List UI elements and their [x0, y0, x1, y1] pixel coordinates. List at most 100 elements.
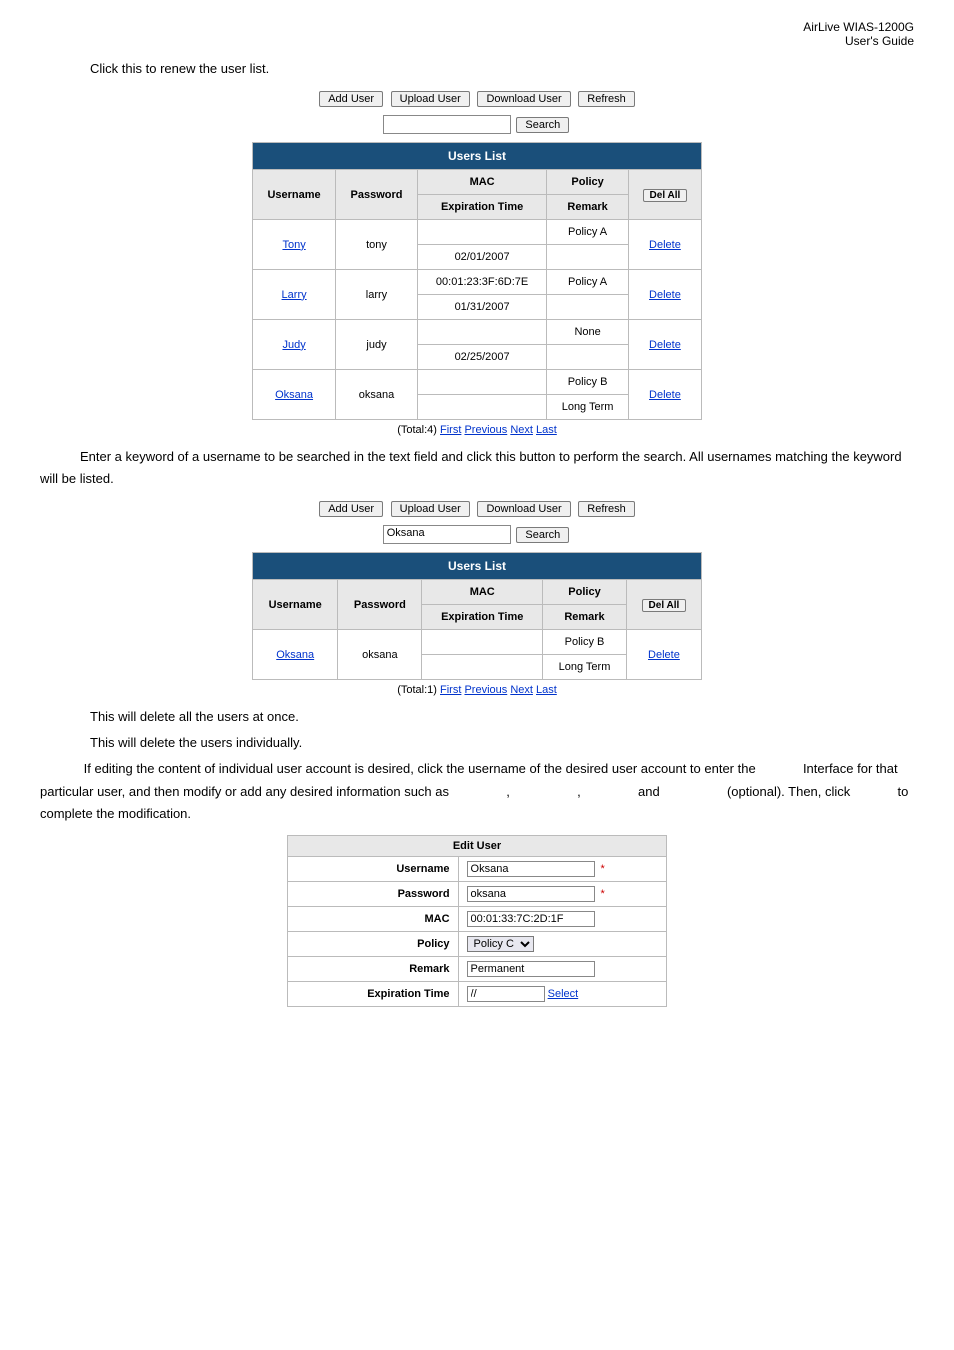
col-password: Password — [338, 580, 422, 630]
expiration-cell — [422, 655, 543, 680]
add-user-button[interactable]: Add User — [319, 501, 383, 517]
expiration-cell: 02/01/2007 — [417, 245, 547, 270]
page-header: AirLive WIAS-1200G User's Guide — [40, 20, 914, 48]
upload-user-button[interactable]: Upload User — [391, 501, 470, 517]
mac-cell — [417, 320, 547, 345]
remark-cell — [547, 345, 628, 370]
edit-cell-username: * — [458, 856, 666, 881]
col-password: Password — [336, 170, 418, 220]
button-row-2: Add User Upload User Download User Refre… — [40, 500, 914, 517]
mac-cell — [417, 370, 547, 395]
delete-link[interactable]: Delete — [649, 389, 681, 401]
product-name: AirLive WIAS-1200G — [803, 20, 914, 34]
edit-input-password[interactable] — [467, 886, 595, 902]
mac-cell: 00:01:23:3F:6D:7E — [417, 270, 547, 295]
password-cell: larry — [336, 270, 418, 320]
col-mac: MAC — [422, 580, 543, 605]
policy-cell: None — [547, 320, 628, 345]
edit-label-expiration: Expiration Time — [288, 981, 459, 1006]
pager-previous[interactable]: Previous — [464, 424, 507, 436]
col-delall: Del All — [628, 170, 701, 220]
policy-cell: Policy B — [547, 370, 628, 395]
edit-text-6: (optional). Then, click — [727, 784, 850, 799]
edit-paragraph: If editing the content of individual use… — [40, 758, 914, 824]
edit-user-title: Edit User — [288, 835, 667, 856]
edit-user-table: Edit User Username * Password * MAC Poli… — [287, 835, 667, 1007]
edit-text-5: and — [638, 784, 660, 799]
search-paragraph: Enter a keyword of a username to be sear… — [40, 446, 914, 490]
user-link-oksana[interactable]: Oksana — [275, 389, 313, 401]
refresh-button[interactable]: Refresh — [578, 91, 635, 107]
users-list-1: Add User Upload User Download User Refre… — [40, 90, 914, 436]
edit-label-remark: Remark — [288, 956, 459, 981]
expiration-cell: 01/31/2007 — [417, 295, 547, 320]
renew-text: Click this to renew the user list. — [90, 58, 914, 80]
users-table-1: Users List Username Password MAC Policy … — [252, 142, 702, 420]
expiration-cell: 02/25/2007 — [417, 345, 547, 370]
add-user-button[interactable]: Add User — [319, 91, 383, 107]
product-subtitle: User's Guide — [845, 34, 914, 48]
required-star: * — [601, 863, 605, 875]
users-list-header: Users List — [253, 553, 702, 580]
edit-label-mac: MAC — [288, 906, 459, 931]
delete-link[interactable]: Delete — [649, 289, 681, 301]
search-row-1: Search — [40, 115, 914, 134]
col-policy: Policy — [547, 170, 628, 195]
user-link-oksana-2[interactable]: Oksana — [276, 649, 314, 661]
delete-link[interactable]: Delete — [649, 339, 681, 351]
refresh-button[interactable]: Refresh — [578, 501, 635, 517]
pager-next[interactable]: Next — [510, 424, 533, 436]
pager-previous[interactable]: Previous — [464, 684, 507, 696]
del-all-button-2[interactable]: Del All — [642, 599, 687, 612]
mac-cell — [422, 630, 543, 655]
search-button-1[interactable]: Search — [516, 117, 569, 133]
remark-cell: Long Term — [547, 395, 628, 420]
col-username: Username — [253, 580, 338, 630]
user-link-larry[interactable]: Larry — [282, 289, 307, 301]
edit-input-username[interactable] — [467, 861, 595, 877]
download-user-button[interactable]: Download User — [477, 91, 570, 107]
edit-select-policy[interactable]: Policy C — [467, 936, 534, 952]
pager-next[interactable]: Next — [510, 684, 533, 696]
pager-last[interactable]: Last — [536, 684, 557, 696]
pager-first[interactable]: First — [440, 684, 461, 696]
edit-text-3: , — [506, 784, 510, 799]
delall-text: This will delete all the users at once. — [90, 706, 914, 728]
edit-cell-remark — [458, 956, 666, 981]
select-link[interactable]: Select — [548, 988, 579, 1000]
policy-cell: Policy A — [547, 220, 628, 245]
mac-cell — [417, 220, 547, 245]
download-user-button[interactable]: Download User — [477, 501, 570, 517]
button-row-1: Add User Upload User Download User Refre… — [40, 90, 914, 107]
search-input-1[interactable] — [383, 115, 511, 134]
edit-cell-expiration: Select — [458, 981, 666, 1006]
pager-first[interactable]: First — [440, 424, 461, 436]
del-all-button-1[interactable]: Del All — [643, 189, 688, 202]
user-link-judy[interactable]: Judy — [282, 339, 305, 351]
remark-cell — [547, 245, 628, 270]
pager-total: (Total:4) — [397, 424, 437, 436]
delete-link[interactable]: Delete — [649, 239, 681, 251]
delete-link[interactable]: Delete — [648, 649, 680, 661]
search-input-2[interactable]: Oksana — [383, 525, 511, 544]
users-table-2: Users List Username Password MAC Policy … — [252, 552, 702, 680]
edit-label-policy: Policy — [288, 931, 459, 956]
col-policy: Policy — [543, 580, 627, 605]
edit-text-1: If editing the content of individual use… — [84, 761, 756, 776]
search-button-2[interactable]: Search — [516, 527, 569, 543]
edit-text-4: , — [577, 784, 581, 799]
delete-text: This will delete the users individually. — [90, 732, 914, 754]
edit-input-remark[interactable] — [467, 961, 595, 977]
user-link-tony[interactable]: Tony — [282, 239, 305, 251]
pager-last[interactable]: Last — [536, 424, 557, 436]
password-cell: oksana — [338, 630, 422, 680]
pager-2: (Total:1) First Previous Next Last — [40, 684, 914, 696]
col-username: Username — [253, 170, 336, 220]
upload-user-button[interactable]: Upload User — [391, 91, 470, 107]
edit-input-mac[interactable] — [467, 911, 595, 927]
col-remark: Remark — [543, 605, 627, 630]
col-mac: MAC — [417, 170, 547, 195]
edit-input-expiration[interactable] — [467, 986, 545, 1002]
col-remark: Remark — [547, 195, 628, 220]
edit-cell-policy: Policy C — [458, 931, 666, 956]
